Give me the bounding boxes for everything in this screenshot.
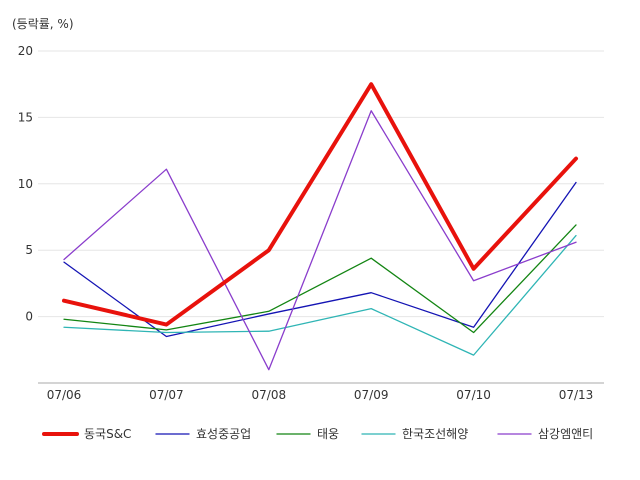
legend-label: 삼강엠앤티 <box>538 427 593 441</box>
legend-label: 동국S&C <box>84 427 131 441</box>
x-tick-label: 07/06 <box>47 388 82 402</box>
y-tick-label: 20 <box>18 44 33 58</box>
y-axis-ticks: 0 5 10 15 20 <box>18 44 33 324</box>
legend-label: 한국조선해양 <box>402 427 468 441</box>
y-unit-label: (등락률, %) <box>12 17 74 31</box>
x-axis-ticks: 07/06 07/07 07/08 07/09 07/10 07/13 <box>47 388 594 402</box>
y-tick-label: 0 <box>25 310 33 324</box>
x-tick-label: 07/13 <box>559 388 594 402</box>
grid-lines <box>38 50 604 318</box>
x-tick-label: 07/08 <box>252 388 287 402</box>
legend: 동국S&C 효성중공업 태웅 한국조선해양 삼강엠앤티 <box>42 427 593 441</box>
x-tick-label: 07/09 <box>354 388 389 402</box>
legend-label: 효성중공업 <box>196 427 251 441</box>
y-tick-label: 10 <box>18 177 33 191</box>
series-lines <box>62 82 578 371</box>
series-line <box>62 82 578 327</box>
legend-label: 태웅 <box>317 427 339 441</box>
series-line <box>63 110 577 371</box>
x-tick-label: 07/07 <box>149 388 184 402</box>
series-line <box>63 224 577 334</box>
y-tick-label: 15 <box>18 110 33 124</box>
x-tick-label: 07/10 <box>456 388 491 402</box>
series-line <box>63 181 577 338</box>
series-line <box>63 234 577 356</box>
y-tick-label: 5 <box>25 243 33 257</box>
